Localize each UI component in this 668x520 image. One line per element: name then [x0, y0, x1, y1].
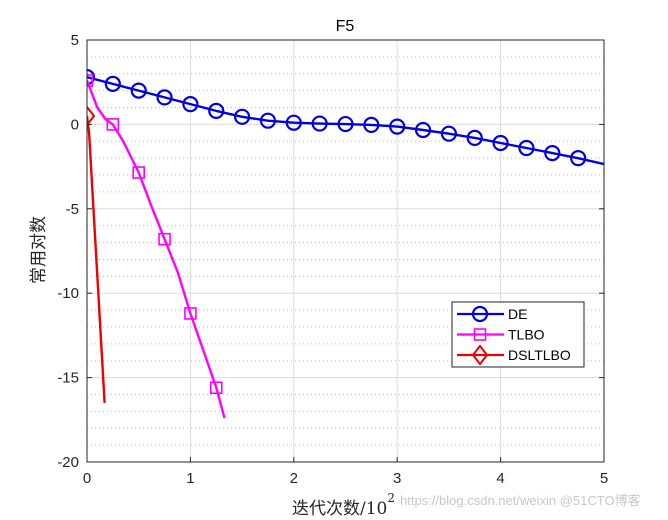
diamond-marker [87, 105, 96, 127]
data-series [87, 69, 604, 419]
circle-marker [466, 129, 483, 147]
circle-marker [518, 139, 535, 157]
square-marker [158, 232, 171, 246]
x-tick-label: 1 [186, 470, 194, 487]
circle-marker [492, 134, 509, 152]
x-tick-label: 4 [496, 470, 504, 487]
circle-marker [337, 115, 354, 133]
legend-label: TLBO [508, 327, 545, 343]
circle-marker [471, 305, 489, 323]
legend-item-tlbo: TLBO [457, 327, 545, 343]
series-tlbo [87, 74, 226, 419]
y-tick-label: -20 [57, 454, 79, 471]
x-tick-label: 2 [290, 470, 298, 487]
y-tick-label: -15 [57, 370, 79, 387]
watermark: https://blog.csdn.net/weixin @51CTO博客 [400, 493, 641, 508]
square-marker [132, 166, 145, 179]
square-marker [209, 381, 223, 395]
circle-marker [234, 108, 251, 125]
y-tick-label: 5 [71, 32, 79, 49]
circle-marker [544, 144, 561, 162]
y-tick-label: 0 [71, 116, 79, 133]
legend-item-de: DE [457, 305, 527, 323]
square-marker [184, 307, 197, 320]
circle-marker [440, 125, 457, 142]
y-tick-label: -10 [57, 285, 79, 302]
legend-label: DSLTLBO [508, 347, 571, 363]
series-line [87, 80, 226, 419]
circle-marker [130, 82, 147, 99]
circle-marker [156, 89, 173, 106]
axis-ticks: 0 1 2 3 4 5 5 0 -5 -10 -15 -20 [57, 32, 608, 487]
series-line [87, 115, 106, 403]
series-line [87, 75, 604, 166]
legend-label: DE [508, 306, 527, 322]
square-marker [106, 118, 120, 131]
square-marker [87, 74, 94, 87]
x-axis-label-base: 迭代次数/10 [292, 499, 387, 519]
circle-marker [182, 96, 199, 113]
y-tick-label: -5 [66, 201, 79, 218]
legend: DE TLBO DSLTLBO [451, 301, 585, 368]
circle-marker [311, 115, 328, 132]
chart-title: F5 [336, 18, 355, 35]
series-de [87, 69, 604, 167]
circle-marker [259, 112, 277, 129]
square-marker [473, 328, 487, 341]
circle-marker [363, 116, 380, 134]
x-tick-label: 5 [600, 470, 608, 487]
circle-marker [285, 114, 302, 131]
series-dsltlbo [87, 105, 106, 403]
circle-marker [208, 102, 225, 119]
x-tick-label: 3 [393, 470, 401, 487]
circle-marker [87, 69, 96, 86]
circle-marker [389, 118, 406, 135]
plot-frame [86, 39, 605, 463]
x-axis-label-exponent: 2 [387, 491, 395, 505]
circle-marker [104, 75, 121, 92]
y-axis-label: 常用对数 [29, 216, 49, 284]
circle-marker [414, 121, 432, 139]
x-axis-label: 迭代次数/102 [292, 491, 395, 519]
legend-item-dsltlbo: DSLTLBO [457, 344, 571, 366]
circle-marker [570, 150, 587, 167]
diamond-marker [471, 344, 489, 366]
x-tick-label: 0 [83, 470, 91, 487]
